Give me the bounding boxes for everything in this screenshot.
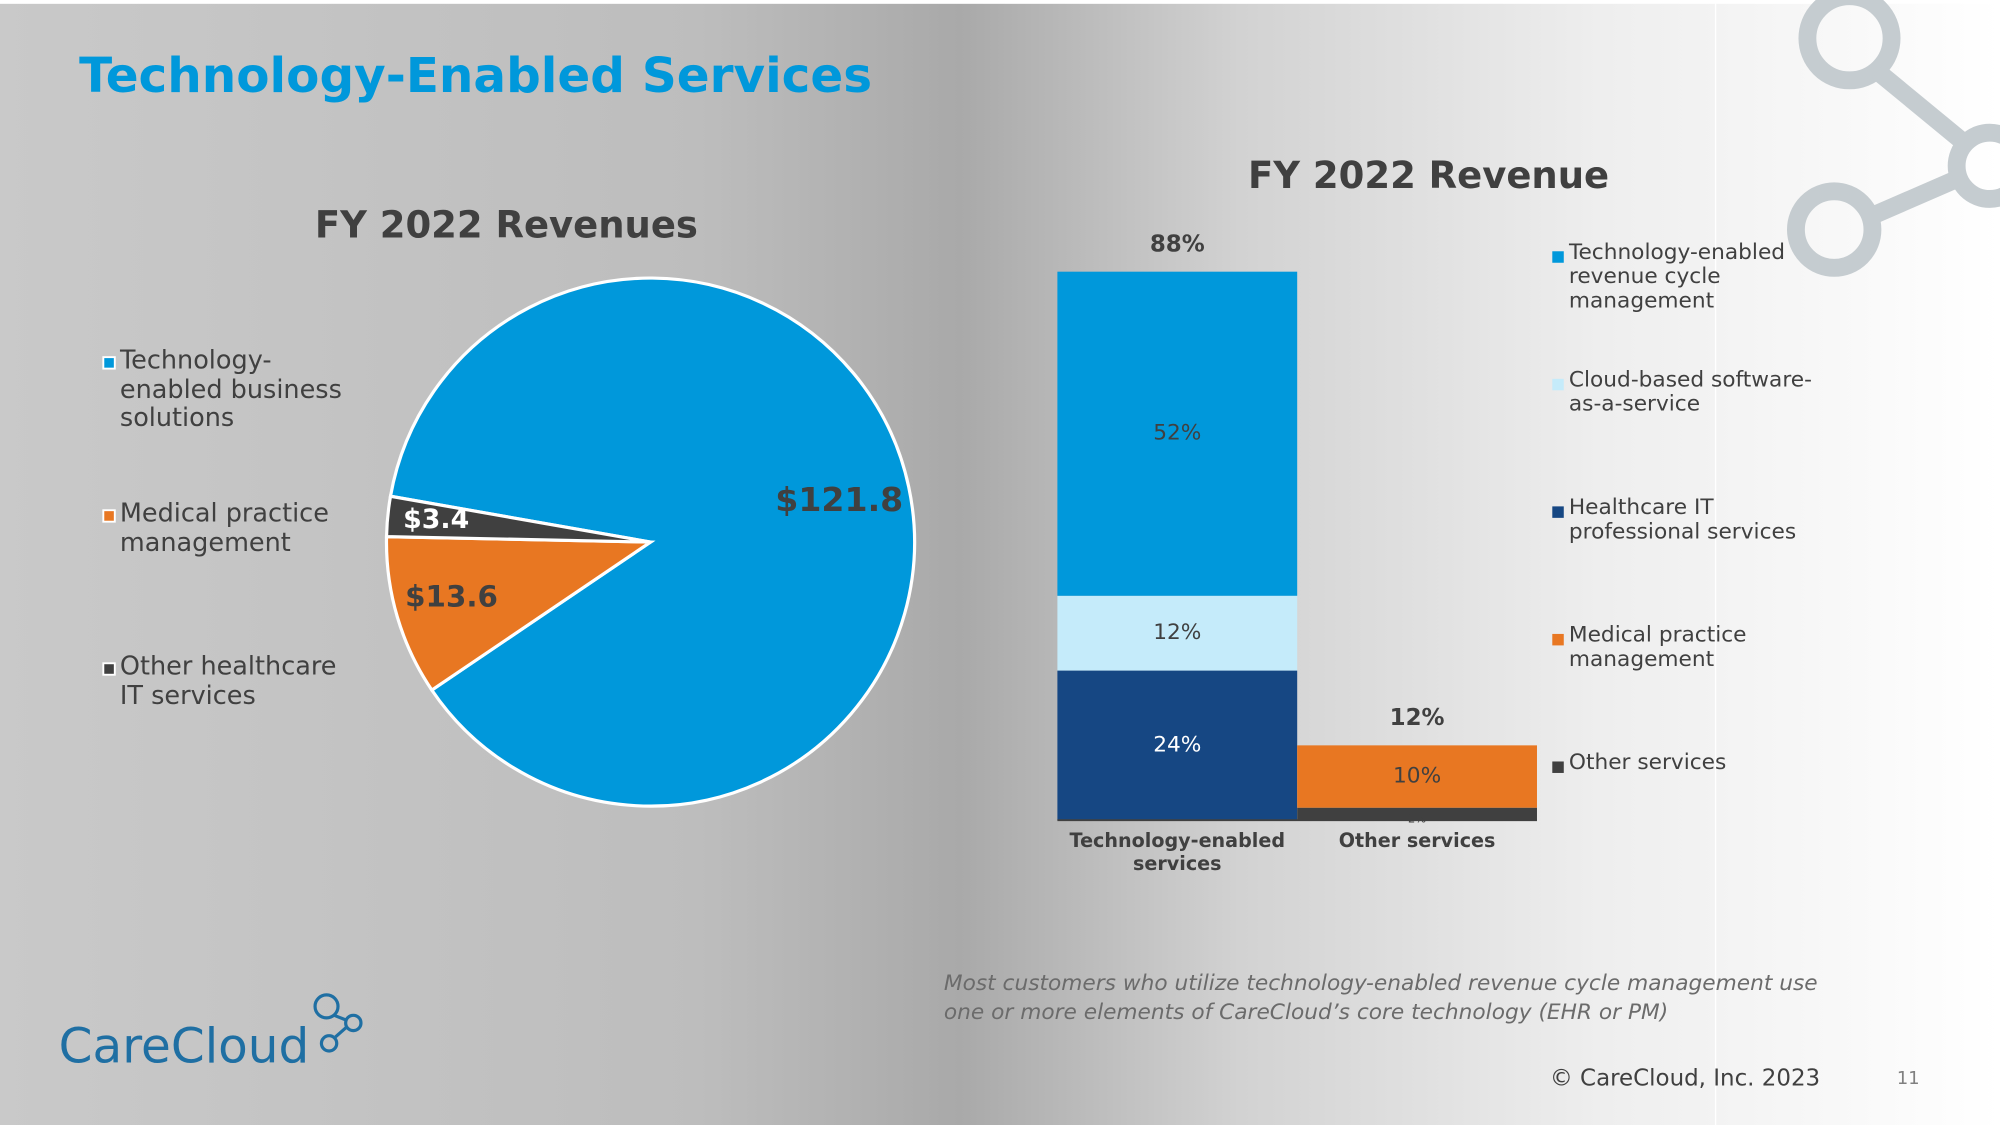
- pie-slice: [384, 535, 656, 693]
- x-tick-label-box: Technology-enabled services: [1069, 829, 1286, 875]
- data-label: $13.6: [405, 580, 498, 614]
- legend-label: Other services: [1568, 751, 1727, 776]
- footnote-box: Most customers who utilize technology-en…: [943, 970, 1818, 1026]
- legend-label-box: Cloud-based software-as-a-service: [1568, 368, 1812, 418]
- legend-label-box: Healthcare IT professional services: [1568, 496, 1797, 545]
- legend-label-box: Technology-enabled revenue cycle managem…: [1568, 241, 1786, 314]
- data-label: $3.4: [403, 504, 469, 535]
- x-tick-label-box: Other services: [1338, 829, 1496, 853]
- bar-segment: [1057, 670, 1298, 821]
- legend-swatch: [1552, 761, 1564, 773]
- legend-label-box: Medical practice management: [1568, 623, 1747, 673]
- legend-swatch: [102, 662, 116, 676]
- data-label: 10%: [1393, 764, 1441, 789]
- legend-label-box: Other healthcare IT services: [119, 651, 337, 710]
- legend-label: Medical practice management: [1568, 623, 1747, 673]
- bar-segment: [1057, 595, 1298, 671]
- page-number: 11: [1897, 1068, 1920, 1089]
- x-tick-label: Technology-enabled services: [1069, 829, 1286, 875]
- bar-segment: [1057, 271, 1298, 596]
- total-label: 12%: [1390, 705, 1445, 731]
- legend-swatch: [102, 509, 116, 523]
- legend-label-box: Other services: [1568, 751, 1727, 776]
- data-label: 52%: [1153, 421, 1201, 446]
- data-label: $121.8: [775, 480, 903, 519]
- legend-swatch: [1552, 251, 1564, 263]
- logo-text: CareCloud: [59, 1019, 310, 1075]
- decoration: [1786, 0, 2000, 277]
- legend-swatch: [1552, 506, 1564, 518]
- total-label: 88%: [1150, 231, 1205, 257]
- data-label: 12%: [1153, 620, 1201, 645]
- legend-label: Medical practice management: [119, 498, 329, 557]
- x-tick-label: Other services: [1338, 829, 1496, 853]
- top-edge: [0, 0, 2000, 4]
- legend-label: Technology-enabled revenue cycle managem…: [1568, 241, 1786, 314]
- data-label: 2%: [1408, 812, 1426, 826]
- chart-title: FY 2022 Revenue: [1248, 154, 1609, 197]
- legend-label: Healthcare IT professional services: [1568, 496, 1797, 545]
- data-label: 24%: [1153, 732, 1201, 757]
- legend-label-box: Technology-enabled business solutions: [119, 345, 342, 433]
- chart-title: FY 2022 Revenues: [315, 204, 698, 247]
- legend-label: Cloud-based software-as-a-service: [1568, 368, 1812, 418]
- bar-segment: [1297, 807, 1537, 821]
- legend-swatch: [1552, 378, 1564, 391]
- footnote: Most customers who utilize technology-en…: [943, 970, 1818, 1026]
- legend-swatch: [102, 356, 116, 370]
- legend-label: Technology-enabled business solutions: [119, 345, 342, 433]
- logo: CareCloud: [59, 993, 363, 1075]
- slide-title: Technology-Enabled Services: [79, 48, 872, 104]
- copyright: © CareCloud, Inc. 2023: [1550, 1066, 1820, 1092]
- legend-label-box: Medical practice management: [119, 498, 329, 557]
- legend-label: Other healthcare IT services: [119, 651, 337, 710]
- bar-segment: [1297, 745, 1537, 808]
- pie-slice: [384, 494, 651, 544]
- legend-swatch: [1552, 633, 1564, 646]
